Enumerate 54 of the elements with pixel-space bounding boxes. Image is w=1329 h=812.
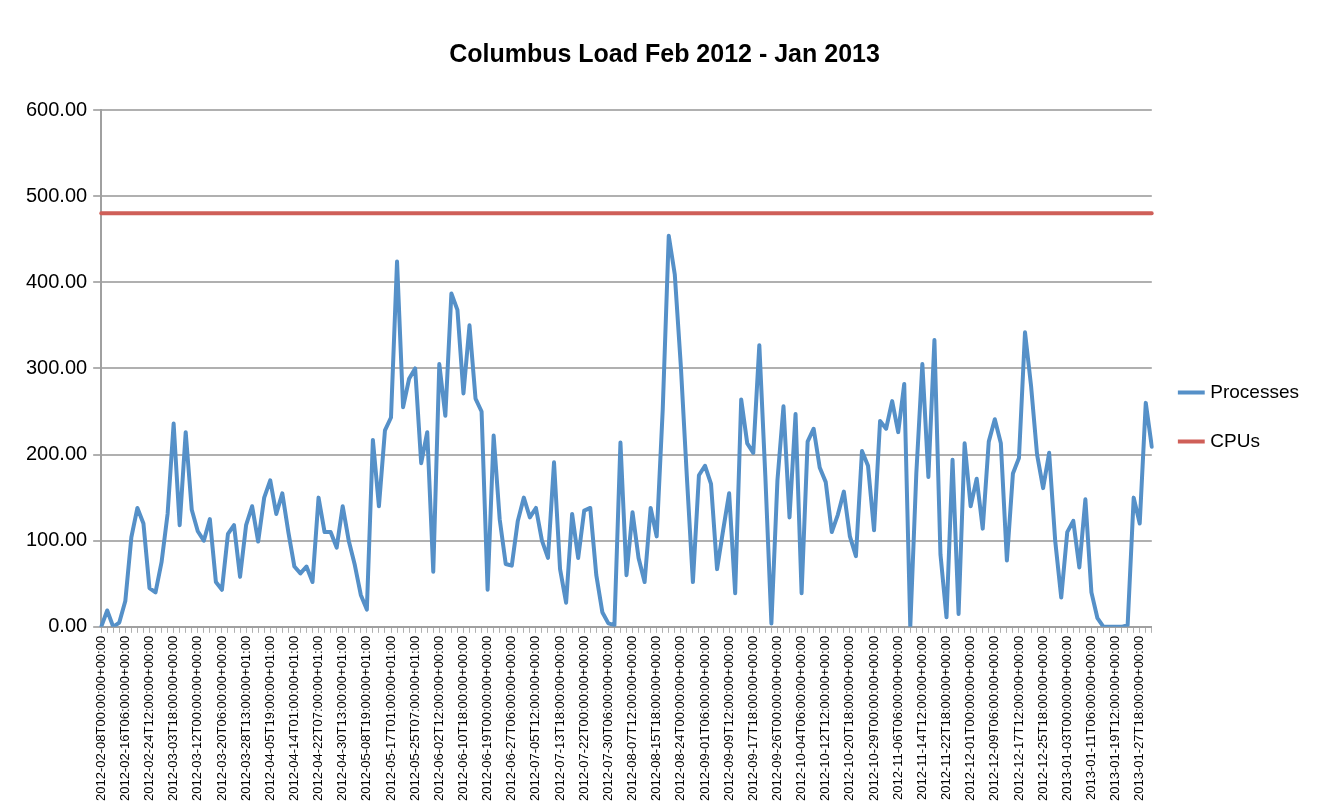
y-tick-label: 100.00 <box>26 528 88 551</box>
x-tick-label: 2012-12-17T12:00:00+00:00 <box>1010 635 1026 802</box>
x-tick-label: 2012-10-20T18:00:00+00:00 <box>841 635 857 802</box>
x-tick-label: 2012-03-20T06:00:00+00:00 <box>213 635 229 802</box>
x-tick-label: 2012-03-03T18:00:00+00:00 <box>165 635 181 802</box>
x-tick-label: 2012-12-01T00:00:00+00:00 <box>962 635 978 802</box>
x-tick-label: 2012-11-14T12:00:00+00:00 <box>913 635 929 801</box>
x-tick-label: 2012-06-19T00:00:00+00:00 <box>479 635 495 802</box>
x-tick-label: 2012-11-06T06:00:00+00:00 <box>889 635 905 801</box>
x-tick-label: 2012-05-08T19:00:00+01:00 <box>358 635 374 802</box>
y-tick-label: 0.00 <box>48 614 88 637</box>
y-tick-label: 200.00 <box>26 442 88 465</box>
legend-label: CPUs <box>1210 429 1260 451</box>
x-tick-label: 2013-01-11T06:00:00+00:00 <box>1083 635 1098 801</box>
x-tick-label: 2012-04-22T07:00:00+01:00 <box>310 635 326 802</box>
chart-title: Columbus Load Feb 2012 - Jan 2013 <box>449 38 880 67</box>
x-tick-label: 2012-08-07T12:00:00+00:00 <box>624 635 640 802</box>
y-tick-label: 500.00 <box>26 183 88 206</box>
x-tick-label: 2012-02-24T12:00:00+00:00 <box>141 635 157 802</box>
y-tick-label: 400.00 <box>26 269 88 292</box>
x-tick-label: 2012-09-09T12:00:00+00:00 <box>720 635 736 802</box>
x-tick-label: 2012-06-02T12:00:00+00:00 <box>430 635 446 802</box>
x-tick-label: 2012-06-10T18:00:00+00:00 <box>455 635 471 802</box>
x-tick-label: 2012-05-17T01:00:00+01:00 <box>382 635 398 802</box>
x-tick-label: 2012-09-17T18:00:00+00:00 <box>744 635 760 802</box>
x-tick-label: 2012-04-30T13:00:00+01:00 <box>334 635 350 802</box>
x-tick-label: 2012-08-24T00:00:00+00:00 <box>672 635 688 802</box>
y-tick-label: 300.00 <box>26 355 88 378</box>
x-tick-label: 2012-05-25T07:00:00+01:00 <box>406 635 422 802</box>
x-tick-label: 2012-04-05T19:00:00+01:00 <box>261 635 277 802</box>
x-tick-label: 2012-07-22T00:00:00+00:00 <box>575 635 591 802</box>
x-tick-label: 2013-01-27T18:00:00+00:00 <box>1131 635 1147 802</box>
x-tick-label: 2012-03-28T13:00:00+01:00 <box>237 635 253 802</box>
x-tick-label: 2012-08-15T18:00:00+00:00 <box>648 635 664 802</box>
x-tick-label: 2012-10-04T06:00:00+00:00 <box>793 635 809 802</box>
x-tick-label: 2012-10-29T00:00:00+00:00 <box>865 635 881 802</box>
y-tick-label: 600.00 <box>26 97 88 120</box>
x-tick-label: 2012-02-16T06:00:00+00:00 <box>116 635 132 802</box>
x-tick-label: 2012-12-09T06:00:00+00:00 <box>986 635 1002 802</box>
x-tick-label: 2012-07-05T12:00:00+00:00 <box>527 635 543 802</box>
x-tick-label: 2012-03-12T00:00:00+00:00 <box>189 635 205 802</box>
x-tick-label: 2013-01-03T00:00:00+00:00 <box>1058 635 1074 802</box>
x-tick-label: 2012-02-08T00:00:00+00:00 <box>92 635 108 802</box>
x-tick-label: 2012-10-12T12:00:00+00:00 <box>817 635 833 802</box>
x-tick-label: 2012-12-25T18:00:00+00:00 <box>1034 635 1050 802</box>
x-tick-label: 2012-11-22T18:00:00+00:00 <box>938 635 954 801</box>
x-tick-label: 2012-07-13T18:00:00+00:00 <box>551 635 567 802</box>
legend-label: Processes <box>1210 380 1299 402</box>
x-tick-label: 2012-04-14T01:00:00+01:00 <box>285 635 301 802</box>
x-tick-label: 2013-01-19T12:00:00+00:00 <box>1107 635 1123 802</box>
x-tick-label: 2012-09-01T06:00:00+00:00 <box>696 635 712 802</box>
x-tick-label: 2012-07-30T06:00:00+00:00 <box>599 635 615 802</box>
x-tick-label: 2012-09-26T00:00:00+00:00 <box>769 635 785 802</box>
x-tick-label: 2012-06-27T06:00:00+00:00 <box>503 635 519 802</box>
